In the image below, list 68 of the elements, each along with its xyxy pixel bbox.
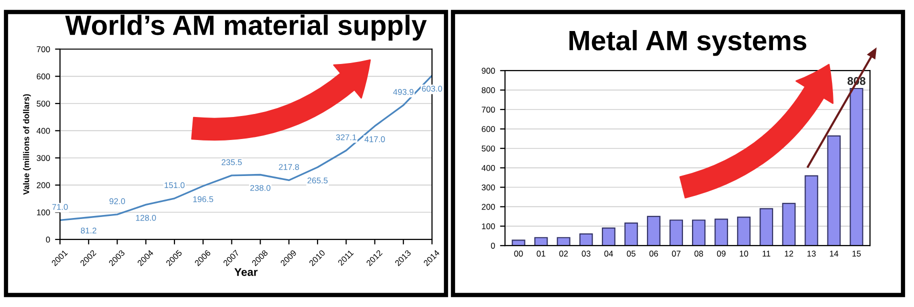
x-tick-label: 01 [536,250,546,257]
bar [512,240,526,246]
x-tick-label: 08 [694,250,704,257]
bar [556,237,570,246]
bar [782,202,796,246]
x-axis-title: Year [234,268,258,276]
y-tick-label: 900 [482,68,495,74]
bar [850,88,864,246]
bar [714,218,728,246]
y-axis-title: Value (millions of dollars) [23,94,31,195]
data-label: 217.8 [278,164,299,170]
x-tick-label: 00 [514,250,523,257]
chart-title: Metal AM systems [569,30,806,56]
bar [827,135,841,246]
data-label: 493.9 [393,88,414,95]
x-tick-label: 03 [582,250,590,257]
y-tick-label: 700 [36,46,50,52]
chart-title: World’s AM material supply [65,14,427,41]
x-tick-label: 02 [559,250,568,257]
y-tick-label: 200 [36,182,50,188]
y-tick-label: 600 [36,74,50,80]
x-tick-label: 13 [807,250,816,257]
data-label: 128.0 [136,214,156,221]
x-tick-label: 14 [830,250,838,256]
y-tick-label: 600 [482,126,495,132]
bar [669,220,683,246]
data-label: 327.1 [336,134,356,140]
bar [534,237,548,246]
x-tick-label: 05 [626,250,636,257]
y-tick-label: 300 [36,155,50,161]
bar [737,216,751,246]
x-tick-label: 11 [762,250,770,256]
bar [646,216,660,246]
y-tick-label: 300 [482,184,495,190]
y-tick-label: 500 [482,146,495,152]
x-tick-label: 07 [672,250,680,257]
y-tick-label: 500 [36,100,50,107]
bar [692,220,706,246]
x-tick-label: 06 [649,250,658,257]
y-tick-label: 200 [482,204,495,210]
y-tick-label: 800 [482,87,495,94]
data-label: 417.0 [364,136,385,142]
y-tick-label: 0 [490,242,495,249]
data-label: 71.0 [52,204,68,210]
y-tick-label: 400 [482,165,495,171]
bar [579,233,593,246]
data-label: 238.0 [250,184,270,191]
y-tick-label: 0 [46,236,50,243]
data-label: 81.2 [80,228,96,234]
data-label: 603.0 [422,86,442,92]
bar [624,222,638,246]
data-label: 151.0 [164,182,185,188]
data-label: 196.5 [193,196,214,202]
x-tick-label: 04 [604,250,614,257]
y-tick-label: 700 [482,106,495,113]
y-tick-label: 400 [36,128,50,134]
bar [760,208,774,246]
x-tick-label: 12 [784,250,794,256]
bar [804,175,818,246]
x-tick-label: 09 [716,250,726,257]
y-tick-label: 100 [37,209,50,216]
data-label: 92.0 [110,198,126,204]
x-tick-label: 15 [852,250,861,257]
data-label: 265.5 [308,177,328,184]
x-tick-label: 10 [740,250,748,257]
data-label: 235.5 [222,159,242,166]
bar [602,228,616,246]
y-tick-label: 100 [482,223,495,230]
